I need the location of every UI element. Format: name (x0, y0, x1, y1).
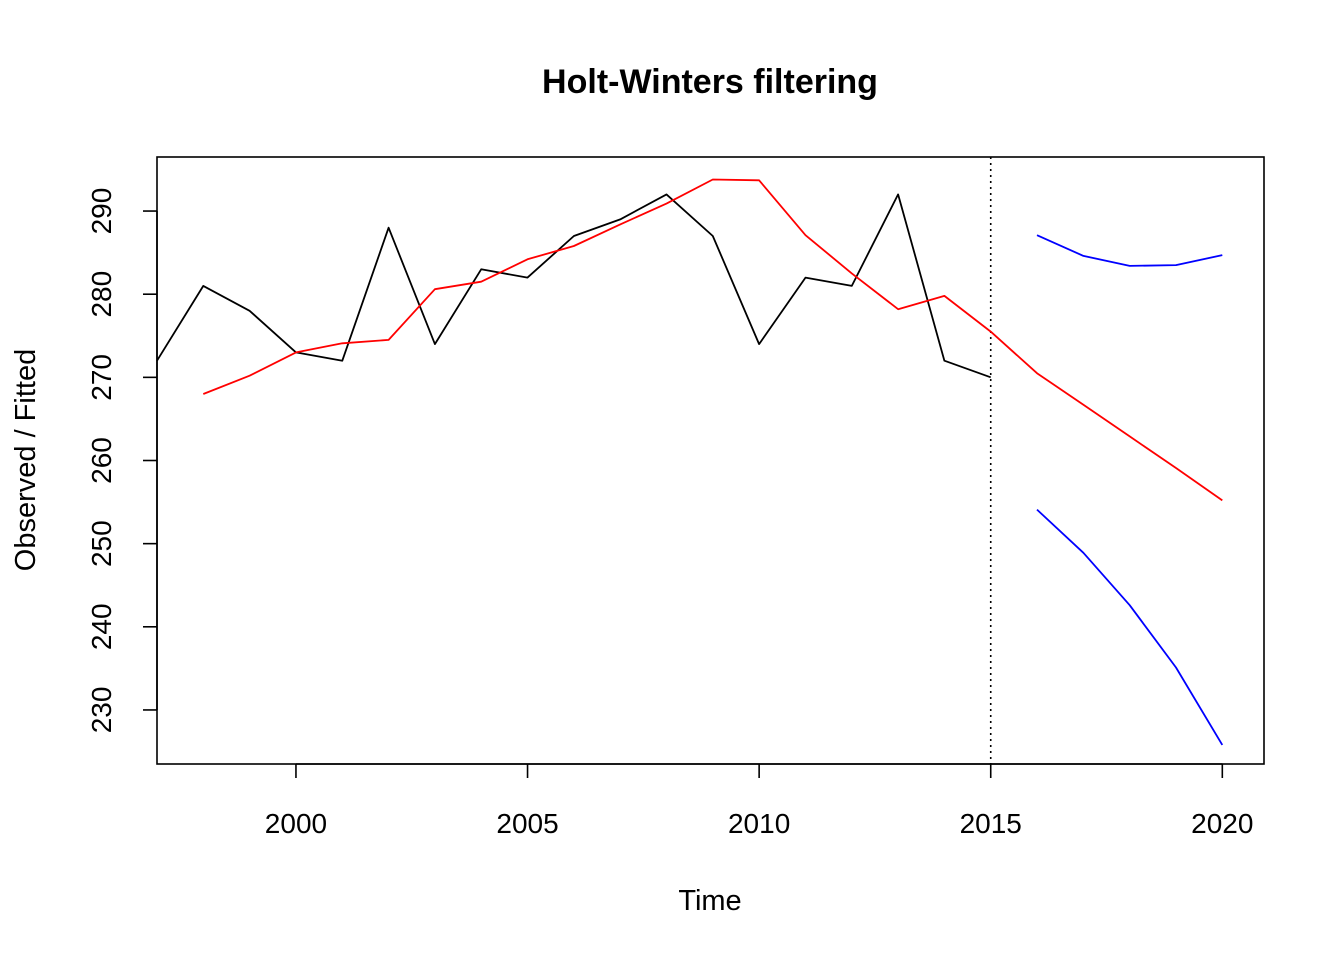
upper-series-line (1036, 234, 1223, 267)
y-tick-label: 280 (86, 271, 117, 318)
x-tick-label: 2000 (265, 808, 327, 839)
chart-title: Holt-Winters filtering (542, 63, 878, 101)
y-tick-label: 230 (86, 687, 117, 734)
y-tick-label: 260 (86, 437, 117, 484)
x-axis: 2000 2005 2010 2015 2020 (265, 763, 1253, 839)
x-tick-label: 2010 (728, 808, 790, 839)
x-tick-label: 2015 (960, 808, 1022, 839)
x-tick-label: 2020 (1191, 808, 1253, 839)
series-layer (156, 178, 1224, 746)
y-tick-label: 270 (86, 354, 117, 401)
y-tick-label: 250 (86, 520, 117, 567)
lower-series-line (1036, 508, 1224, 746)
y-tick-label: 240 (86, 603, 117, 650)
y-axis: 230 240 250 260 270 280 290 (86, 188, 158, 734)
plot-frame (156, 156, 1265, 765)
fitted-series-line (202, 178, 1223, 502)
x-axis-label: Time (678, 885, 741, 917)
x-tick-label: 2005 (496, 808, 558, 839)
y-tick-label: 290 (86, 188, 117, 235)
y-axis-label: Observed / Fitted (10, 349, 42, 571)
observed-series-line (156, 193, 992, 379)
